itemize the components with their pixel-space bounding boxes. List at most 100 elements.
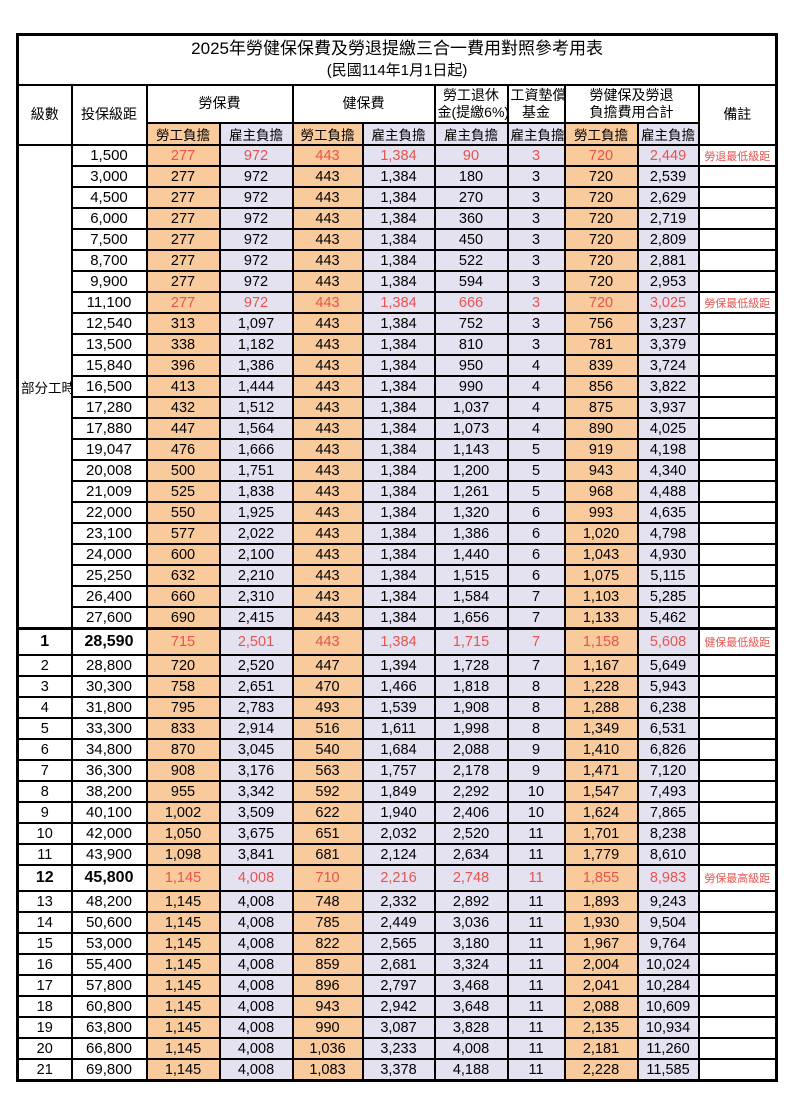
table-row: 16,500 413 1,444 443 1,384 990 4 856 3,822 <box>18 375 778 398</box>
grade-cell: 15 <box>16 932 73 955</box>
page-title: 2025年勞健保保費及勞退提繳三合一費用對照參考用表 <box>191 39 603 59</box>
remark-cell: 健保最低級距 <box>697 627 778 656</box>
value-cell-employee: 443 <box>291 186 364 209</box>
remark-cell: 勞保最低級距 <box>697 291 778 314</box>
value-cell-employer: 10 <box>506 780 566 803</box>
value-cell-employer: 5 <box>506 459 566 482</box>
value-cell-employer: 4,635 <box>636 501 700 524</box>
value-cell-employer: 1,073 <box>433 417 509 440</box>
value-cell-employer: 1,515 <box>433 564 509 587</box>
value-cell-employer: 1,384 <box>361 396 436 419</box>
value-cell-employer: 1,838 <box>218 480 294 503</box>
value-cell-employer: 4 <box>506 417 566 440</box>
value-cell-employee: 1,349 <box>563 717 639 740</box>
value-cell-employer: 4,930 <box>636 543 700 566</box>
value-cell-employee: 443 <box>291 606 364 630</box>
bracket-cell: 45,800 <box>70 864 148 892</box>
value-cell-employer: 11 <box>506 911 566 934</box>
table-row: 17,280 432 1,512 443 1,384 1,037 4 875 3,937 <box>18 396 778 419</box>
value-cell-employee: 622 <box>291 801 364 824</box>
value-cell-employer: 10,284 <box>636 974 700 997</box>
value-cell-employer: 2,629 <box>636 186 700 209</box>
table-row: 14 50,600 1,145 4,008 785 2,449 3,036 11 1,930 9,… <box>16 911 778 934</box>
grade-cell: 8 <box>16 780 73 803</box>
value-cell-employee: 443 <box>291 438 364 461</box>
grade-cell: 4 <box>16 696 73 719</box>
value-cell-employer: 4,008 <box>218 974 294 997</box>
value-cell-employer: 4 <box>506 354 566 377</box>
value-cell-employer: 2,415 <box>218 606 294 630</box>
value-cell-employer: 2,881 <box>636 249 700 272</box>
value-cell-employer: 1,182 <box>218 333 294 356</box>
value-cell-employer: 2,178 <box>433 759 509 782</box>
value-cell-employer: 1,384 <box>361 270 436 293</box>
value-cell-employee: 1,103 <box>563 585 639 608</box>
bracket-cell: 28,590 <box>70 627 148 656</box>
remark-cell <box>697 717 778 740</box>
value-cell-employer: 3 <box>506 312 566 335</box>
value-cell-employer: 1,384 <box>361 543 436 566</box>
value-cell-employee: 1,002 <box>145 801 221 824</box>
value-cell-employee: 856 <box>563 375 639 398</box>
table-row: 15,840 396 1,386 443 1,384 950 4 839 3,724 <box>18 354 778 377</box>
value-cell-employee: 277 <box>145 291 221 314</box>
value-cell-employer: 4,008 <box>218 1058 294 1082</box>
value-cell-employer: 6,531 <box>636 717 700 740</box>
value-cell-employer: 1,320 <box>433 501 509 524</box>
value-cell-employer: 1,037 <box>433 396 509 419</box>
value-cell-employee: 1,930 <box>563 911 639 934</box>
subheader-health-employee: 勞工負擔 <box>291 122 364 146</box>
value-cell-employee: 1,020 <box>563 522 639 545</box>
value-cell-employer: 10 <box>506 801 566 824</box>
value-cell-employer: 2,520 <box>218 654 294 677</box>
value-cell-employer: 2,088 <box>433 738 509 761</box>
header-total-line2: 負擔費用合計 <box>589 104 674 120</box>
bracket-cell: 63,800 <box>70 1016 148 1039</box>
grade-cell: 6 <box>16 738 73 761</box>
value-cell-employee: 443 <box>291 396 364 419</box>
value-cell-employer: 972 <box>218 249 294 272</box>
value-cell-employer: 3,324 <box>433 953 509 976</box>
value-cell-employer: 5,285 <box>636 585 700 608</box>
value-cell-employer: 972 <box>218 165 294 188</box>
value-cell-employer: 7,865 <box>636 801 700 824</box>
remark-cell <box>697 1037 778 1060</box>
value-cell-employer: 2,809 <box>636 228 700 251</box>
table-row: 19,047 476 1,666 443 1,384 1,143 5 919 4,198 <box>18 438 778 461</box>
value-cell-employer: 6,238 <box>636 696 700 719</box>
value-cell-employer: 1,751 <box>218 459 294 482</box>
value-cell-employer: 3,087 <box>361 1016 436 1039</box>
bracket-cell: 55,400 <box>70 953 148 976</box>
value-cell-employer: 1,384 <box>361 249 436 272</box>
value-cell-employer: 11 <box>506 974 566 997</box>
value-cell-employee: 277 <box>145 186 221 209</box>
grade-cell: 5 <box>16 717 73 740</box>
value-cell-employee: 1,145 <box>145 974 221 997</box>
remark-cell <box>697 606 778 630</box>
value-cell-employer: 1,940 <box>361 801 436 824</box>
value-cell-employee: 968 <box>563 480 639 503</box>
value-cell-employer: 10,609 <box>636 995 700 1018</box>
grade-cell: 17 <box>16 974 73 997</box>
value-cell-employee: 681 <box>291 843 364 866</box>
remark-cell <box>697 501 778 524</box>
value-cell-employer: 360 <box>433 207 509 230</box>
value-cell-employer: 2,032 <box>361 822 436 845</box>
table-row: 24,000 600 2,100 443 1,384 1,440 6 1,043 4,930 <box>18 543 778 566</box>
header-labor-insurance: 勞保費 <box>145 84 294 124</box>
value-cell-employer: 972 <box>218 144 294 167</box>
bracket-cell: 21,009 <box>70 480 148 503</box>
value-cell-employee: 443 <box>291 207 364 230</box>
value-cell-employer: 3,937 <box>636 396 700 419</box>
value-cell-employee: 756 <box>563 312 639 335</box>
grade-cell: 21 <box>16 1058 73 1082</box>
value-cell-employee: 432 <box>145 396 221 419</box>
value-cell-employer: 990 <box>433 375 509 398</box>
table-row: 11,100 277 972 443 1,384 666 3 720 3,025 勞保最低級距 <box>18 291 778 314</box>
value-cell-employer: 2,210 <box>218 564 294 587</box>
value-cell-employer: 2,332 <box>361 890 436 913</box>
remark-cell <box>697 780 778 803</box>
grade-cell: 20 <box>16 1037 73 1060</box>
grade-cell: 2 <box>16 654 73 677</box>
value-cell-employer: 3 <box>506 291 566 314</box>
